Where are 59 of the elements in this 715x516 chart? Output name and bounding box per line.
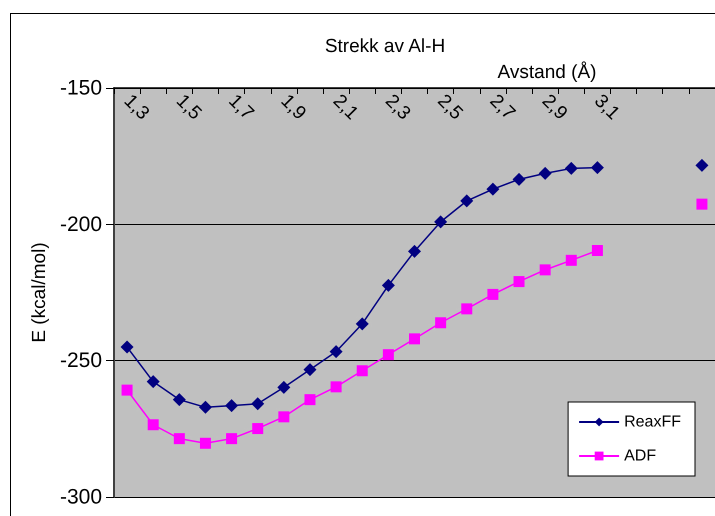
point [303, 363, 316, 376]
point [461, 303, 472, 314]
y-tick-label: -200 [60, 212, 102, 236]
point [226, 433, 238, 444]
point [566, 254, 577, 266]
point [122, 384, 133, 396]
x-tick-label: 2,3 [380, 90, 414, 124]
x-tick-label: 1,5 [172, 90, 206, 124]
point [460, 194, 474, 208]
y-tick-label: -300 [60, 486, 102, 508]
point [538, 166, 552, 180]
x-axis-title: Avstand (Å) [498, 61, 596, 83]
point [278, 411, 290, 422]
point [590, 161, 604, 174]
x-tick-label: 1,9 [276, 90, 310, 124]
point [592, 245, 603, 256]
point [172, 393, 186, 406]
x-tick-label: 1,3 [120, 90, 154, 124]
legend-label: ReaxFF [624, 414, 682, 430]
point [356, 365, 368, 376]
point [696, 198, 708, 210]
point [198, 400, 212, 414]
y-axis-title: E (kcal/mol) [29, 242, 50, 343]
point [382, 278, 395, 292]
point [225, 399, 238, 412]
point [330, 381, 342, 392]
x-tick-label: 2,7 [485, 90, 519, 124]
point [382, 349, 394, 360]
point [434, 215, 448, 228]
point [540, 264, 551, 276]
point [408, 244, 421, 258]
point [304, 394, 316, 406]
point [514, 276, 525, 288]
y-tick-label: -250 [60, 349, 102, 372]
x-tick-label: 3,1 [590, 90, 624, 124]
legend-label: ADF [624, 448, 656, 464]
point [486, 182, 500, 196]
x-tick-label: 2,5 [433, 90, 467, 124]
point [277, 380, 290, 394]
x-tick-label: 2,9 [538, 90, 572, 124]
point [512, 172, 526, 186]
point [146, 375, 160, 388]
x-tick-label: 2,1 [328, 90, 362, 124]
point [409, 333, 420, 344]
point [564, 162, 578, 175]
point [356, 317, 369, 330]
point [251, 397, 264, 410]
x-tick-label: 1,7 [224, 90, 258, 124]
chart-title: Strekk av Al-H [324, 36, 446, 57]
point [148, 419, 159, 430]
point [200, 438, 211, 449]
point [695, 158, 708, 172]
point [174, 433, 185, 444]
y-tick-label: -150 [60, 76, 102, 100]
point [120, 340, 134, 354]
point [252, 423, 264, 434]
point [435, 317, 446, 328]
point [487, 288, 498, 300]
point [330, 345, 343, 358]
